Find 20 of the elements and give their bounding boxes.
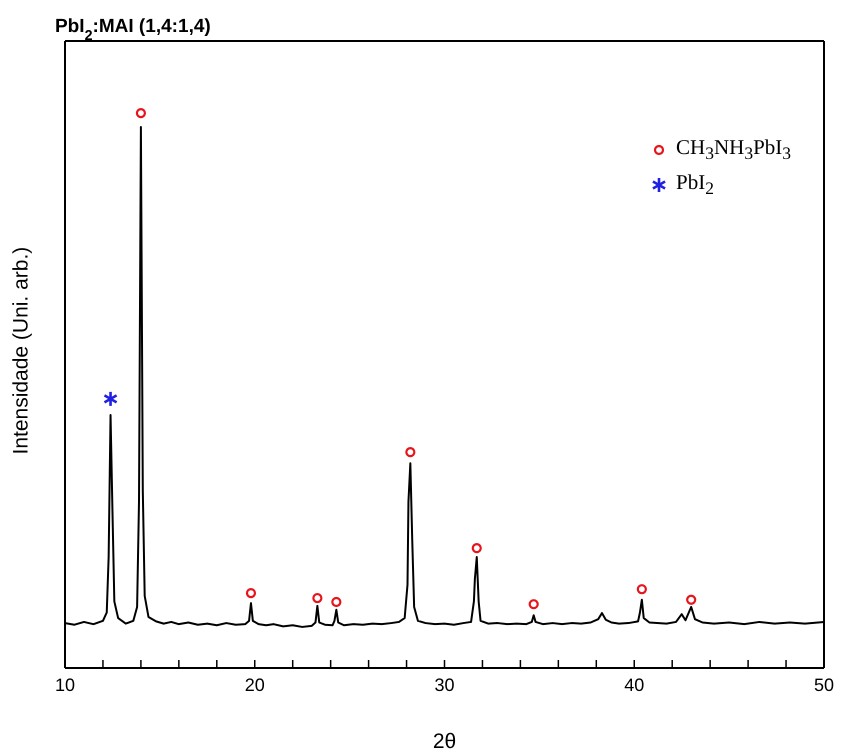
point bbox=[405, 447, 416, 458]
chart-title: PbI$_{2}$:MAI (1,4:1,4) bbox=[55, 16, 211, 44]
point bbox=[246, 588, 256, 598]
point bbox=[636, 584, 647, 594]
x-tick-label: 50 bbox=[814, 674, 834, 695]
legend-label: CH$_{3}$NH$_{3}$PbI$_{3}$ bbox=[676, 135, 791, 164]
point bbox=[103, 390, 118, 408]
point bbox=[312, 592, 322, 604]
x-tick-label: 40 bbox=[624, 674, 644, 695]
y-axis-title: Intensidade (Uni. arb.) bbox=[9, 246, 32, 454]
point bbox=[331, 596, 342, 608]
point bbox=[472, 543, 482, 554]
point bbox=[136, 108, 146, 118]
x-tick-label: 30 bbox=[434, 674, 455, 695]
point bbox=[686, 594, 696, 605]
point bbox=[528, 599, 539, 610]
x-tick-label: 20 bbox=[244, 674, 265, 695]
legend-label: PbI$_{2}$ bbox=[676, 170, 714, 200]
x-tick-label: 10 bbox=[54, 674, 76, 695]
x-axis-title: 2θ bbox=[432, 730, 456, 753]
